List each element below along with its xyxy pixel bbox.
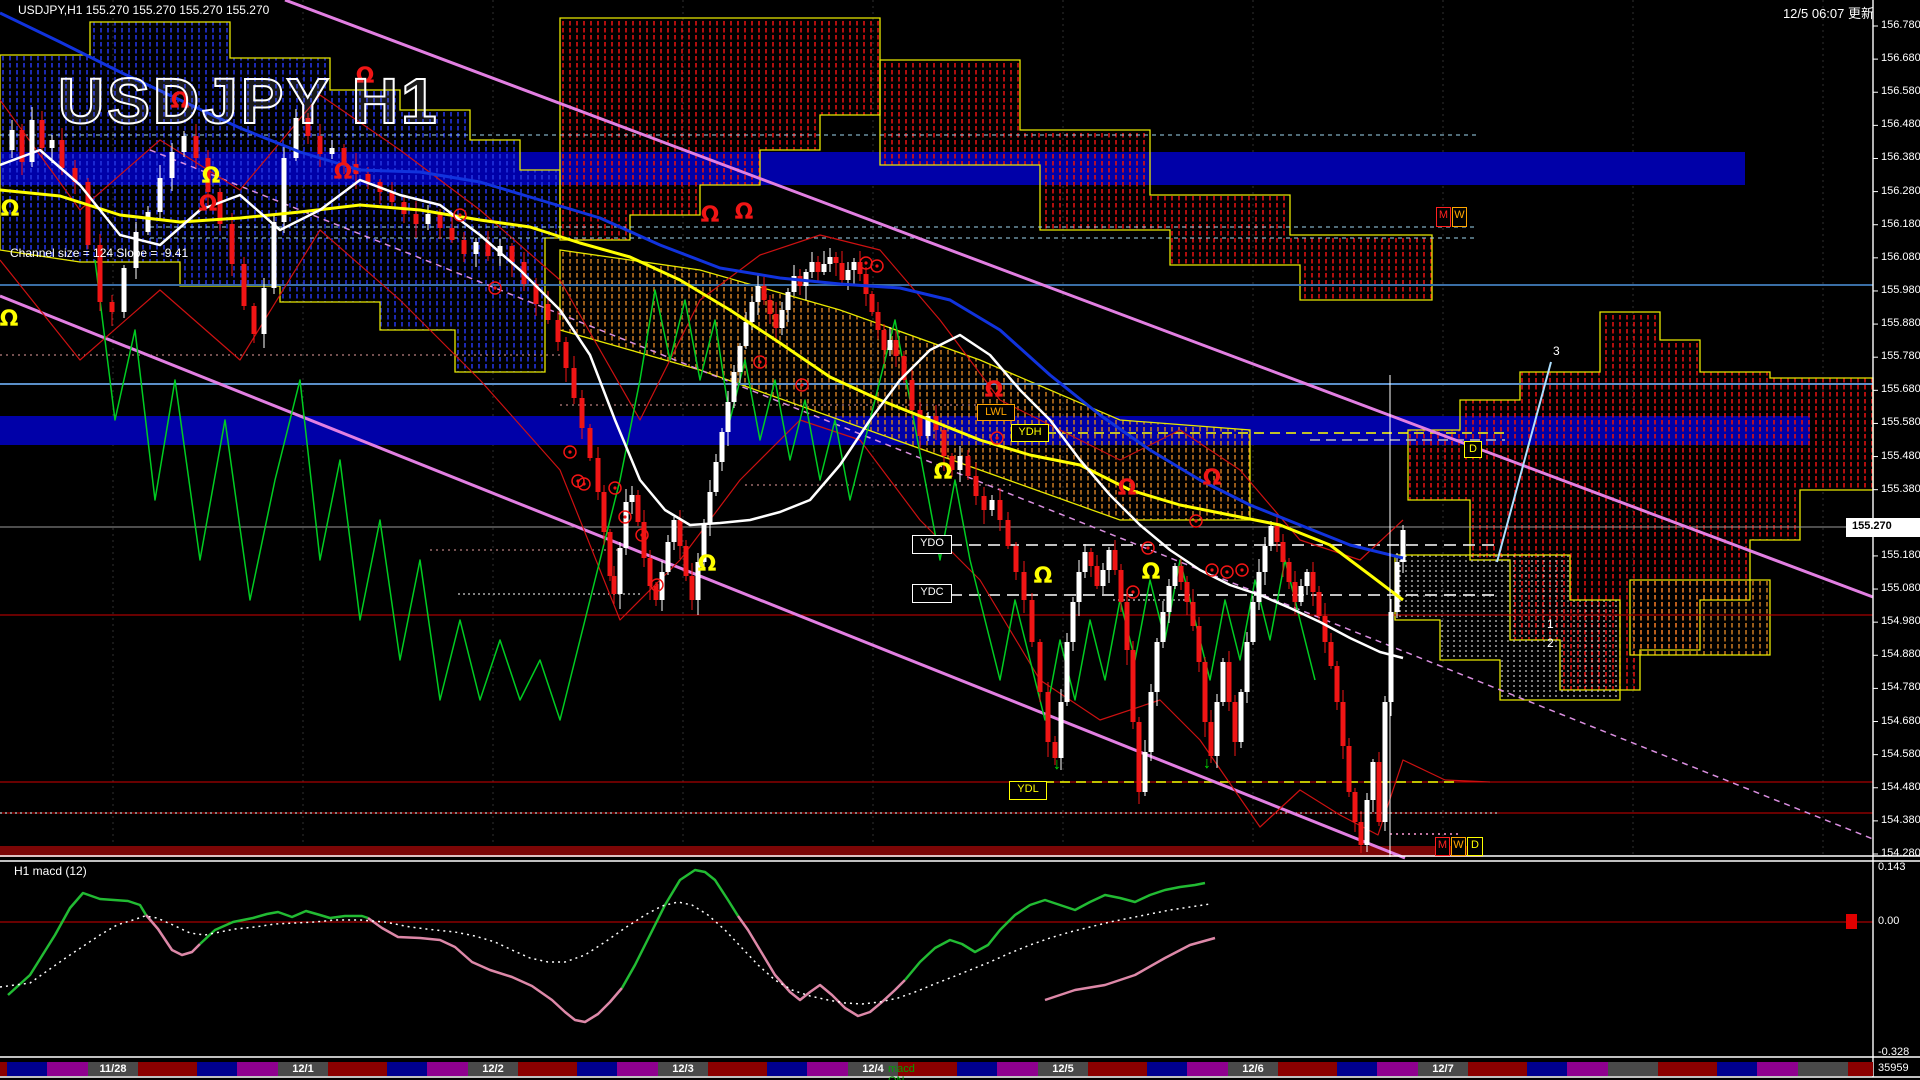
price-tick-label: 155.680 — [1881, 383, 1920, 396]
candlesticks — [9, 107, 1406, 853]
price-tick-label: 156.480 — [1881, 118, 1920, 131]
date-label: 12/6 — [1242, 1063, 1264, 1075]
price-tick-label: 156.180 — [1881, 217, 1920, 230]
level-box-m[interactable]: M — [1435, 837, 1450, 856]
moving-averages — [0, 11, 1404, 857]
date-label: 12/5 — [1052, 1063, 1074, 1075]
last-updated-label: 12/5 06:07 更新 — [1782, 6, 1874, 21]
price-tick-label: 154.780 — [1881, 681, 1920, 694]
level-box-d[interactable]: D — [1467, 837, 1483, 856]
svg-text:Ω: Ω — [171, 89, 190, 114]
macd-tick-label: -0.328 — [1878, 1046, 1910, 1058]
trend-channel-lines — [0, 0, 1874, 860]
svg-text:Ω: Ω — [735, 200, 754, 225]
macd-indicator-label: H1 macd (12) — [14, 864, 87, 878]
green-oscillator-line — [94, 259, 1316, 721]
price-tick-label: 155.580 — [1881, 416, 1920, 429]
level-box-d[interactable]: D — [1464, 441, 1482, 458]
price-tick-label: 155.980 — [1881, 283, 1920, 296]
date-label: 11/28 — [99, 1063, 127, 1075]
price-tick-label: 155.180 — [1881, 548, 1920, 561]
price-tick-label: 155.480 — [1881, 449, 1920, 462]
level-box-w[interactable]: W — [1451, 837, 1466, 856]
svg-text:Ω: Ω — [1203, 466, 1222, 491]
svg-text:Ω: Ω — [356, 64, 375, 89]
macd-on-label: macd ON — [888, 1063, 915, 1080]
price-tick-label: 156.780 — [1881, 19, 1920, 31]
level-box-ydc[interactable]: YDC — [912, 584, 952, 603]
price-tick-label: 156.080 — [1881, 250, 1920, 263]
svg-text:Ω: Ω — [199, 192, 218, 217]
svg-text:Ω: Ω — [934, 460, 953, 485]
current-price-box: 155.270 — [1846, 518, 1920, 537]
level-box-w[interactable]: W — [1452, 207, 1467, 227]
price-tick-label: 156.580 — [1881, 85, 1920, 98]
macd-tick-label: 0.00 — [1878, 915, 1900, 927]
date-label: 12/7 — [1432, 1063, 1454, 1075]
svg-text:Ω: Ω — [701, 203, 720, 228]
svg-text:Ω: Ω — [0, 307, 19, 332]
svg-text:Ω: Ω — [1142, 560, 1161, 585]
level-box-ydl[interactable]: YDL — [1009, 781, 1047, 800]
price-tick-label: 155.080 — [1881, 582, 1920, 595]
svg-text:Ω: Ω — [1, 197, 20, 222]
svg-text:↓: ↓ — [1053, 756, 1061, 773]
wave-label-3: 3 — [1553, 344, 1560, 358]
svg-text:↓: ↓ — [1203, 755, 1211, 772]
price-tick-label: 154.280 — [1881, 847, 1920, 859]
price-tick-label: 155.380 — [1881, 482, 1920, 495]
bars-count-label: 35959 — [1878, 1062, 1909, 1074]
price-tick-label: 154.980 — [1881, 615, 1920, 628]
svg-text:Ω: Ω — [698, 552, 717, 577]
price-tick-label: 155.880 — [1881, 317, 1920, 330]
date-label: 12/2 — [482, 1063, 504, 1075]
symbol-ohlc-readout: USDJPY,H1 155.270 155.270 155.270 155.27… — [18, 3, 270, 17]
svg-text:Ω: Ω — [334, 160, 353, 185]
symbol-watermark: USDJPY H1 — [57, 64, 440, 138]
price-tick-label: 156.280 — [1881, 184, 1920, 197]
price-tick-label: 156.680 — [1881, 52, 1920, 65]
svg-text:Ω: Ω — [202, 164, 221, 189]
date-label: 12/3 — [672, 1063, 694, 1075]
price-tick-label: 155.780 — [1881, 350, 1920, 363]
price-tick-label: 154.480 — [1881, 780, 1920, 793]
price-tick-label: 156.380 — [1881, 151, 1920, 164]
date-label: 12/4 — [862, 1063, 884, 1075]
price-tick-label: 154.880 — [1881, 648, 1920, 661]
level-box-m[interactable]: M — [1436, 207, 1451, 227]
session-timeline-strip — [0, 1062, 1873, 1076]
svg-text:Ω: Ω — [1118, 476, 1137, 501]
svg-text:Ω: Ω — [985, 378, 1004, 403]
wave-label-1: 1 — [1547, 617, 1554, 631]
wave-label-2: 2 — [1547, 636, 1554, 650]
channel-info-label: Channel size = 124 Slope = -9.41 — [10, 246, 189, 260]
macd-panel-lines — [0, 868, 1216, 1024]
date-label: 12/1 — [292, 1063, 314, 1075]
level-box-ydo[interactable]: YDO — [912, 535, 952, 554]
svg-text:Ω: Ω — [1034, 564, 1053, 589]
macd-tick-label: 0.143 — [1878, 861, 1906, 873]
level-box-ydh[interactable]: YDH — [1011, 424, 1049, 442]
level-box-lwl[interactable]: LWL — [977, 404, 1015, 421]
price-tick-label: 154.580 — [1881, 747, 1920, 760]
price-tick-label: 154.680 — [1881, 714, 1920, 727]
price-tick-label: 154.380 — [1881, 813, 1920, 826]
